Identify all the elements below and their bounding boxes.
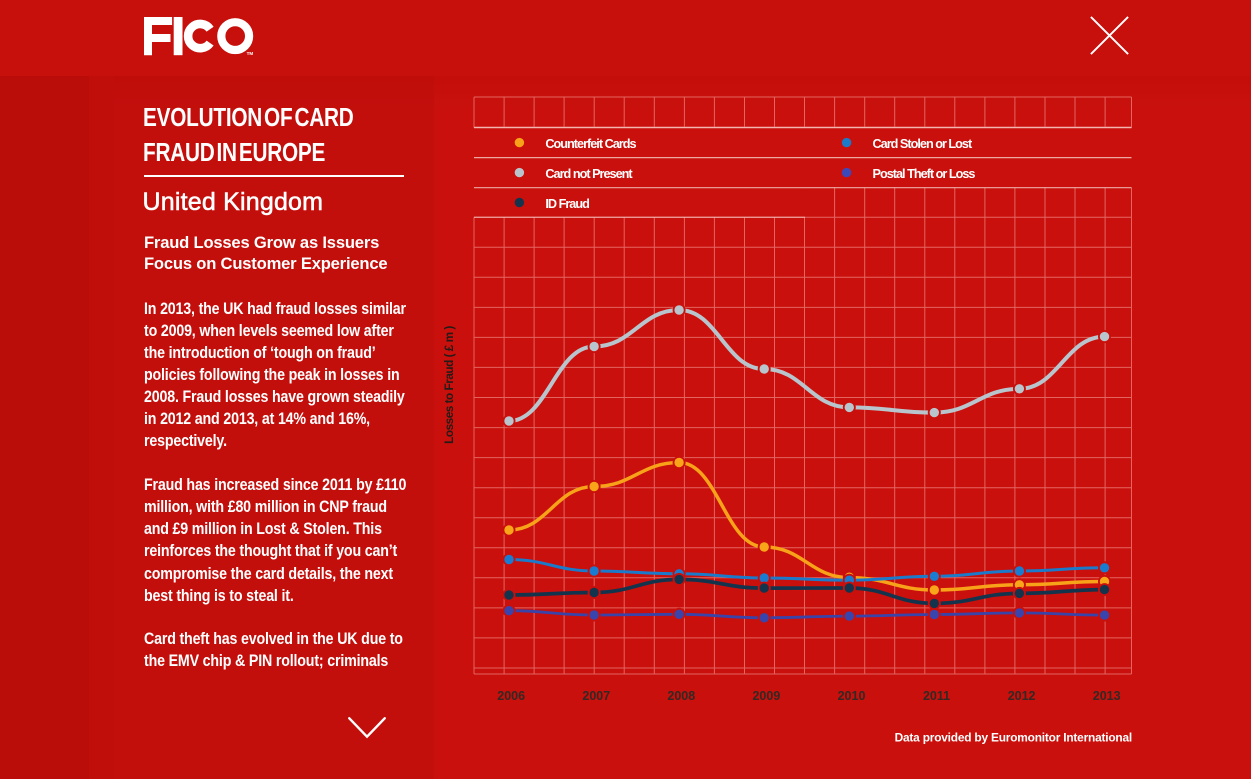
svg-text:2008: 2008 xyxy=(667,689,695,703)
svg-text:Card Stolen or Lost: Card Stolen or Lost xyxy=(873,137,973,151)
svg-text:2012: 2012 xyxy=(1008,689,1036,703)
svg-text:2011: 2011 xyxy=(923,689,950,703)
svg-text:2013: 2013 xyxy=(1093,689,1121,703)
svg-text:2009: 2009 xyxy=(752,689,780,703)
svg-text:2010: 2010 xyxy=(838,689,866,703)
svg-text:Counterfeit Cards: Counterfeit Cards xyxy=(545,137,636,151)
svg-text:Data provided by Euromonitor I: Data provided by Euromonitor Internation… xyxy=(895,730,1132,744)
svg-text:TM: TM xyxy=(246,51,253,56)
svg-text:Card not Present: Card not Present xyxy=(545,167,633,181)
svg-text:ID Fraud: ID Fraud xyxy=(545,197,589,211)
svg-text:2007: 2007 xyxy=(582,689,610,703)
svg-text:2006: 2006 xyxy=(497,689,525,703)
svg-text:Losses to Fraud ( £ m ): Losses to Fraud ( £ m ) xyxy=(442,326,456,444)
svg-text:Postal Theft or Loss: Postal Theft or Loss xyxy=(873,167,976,181)
